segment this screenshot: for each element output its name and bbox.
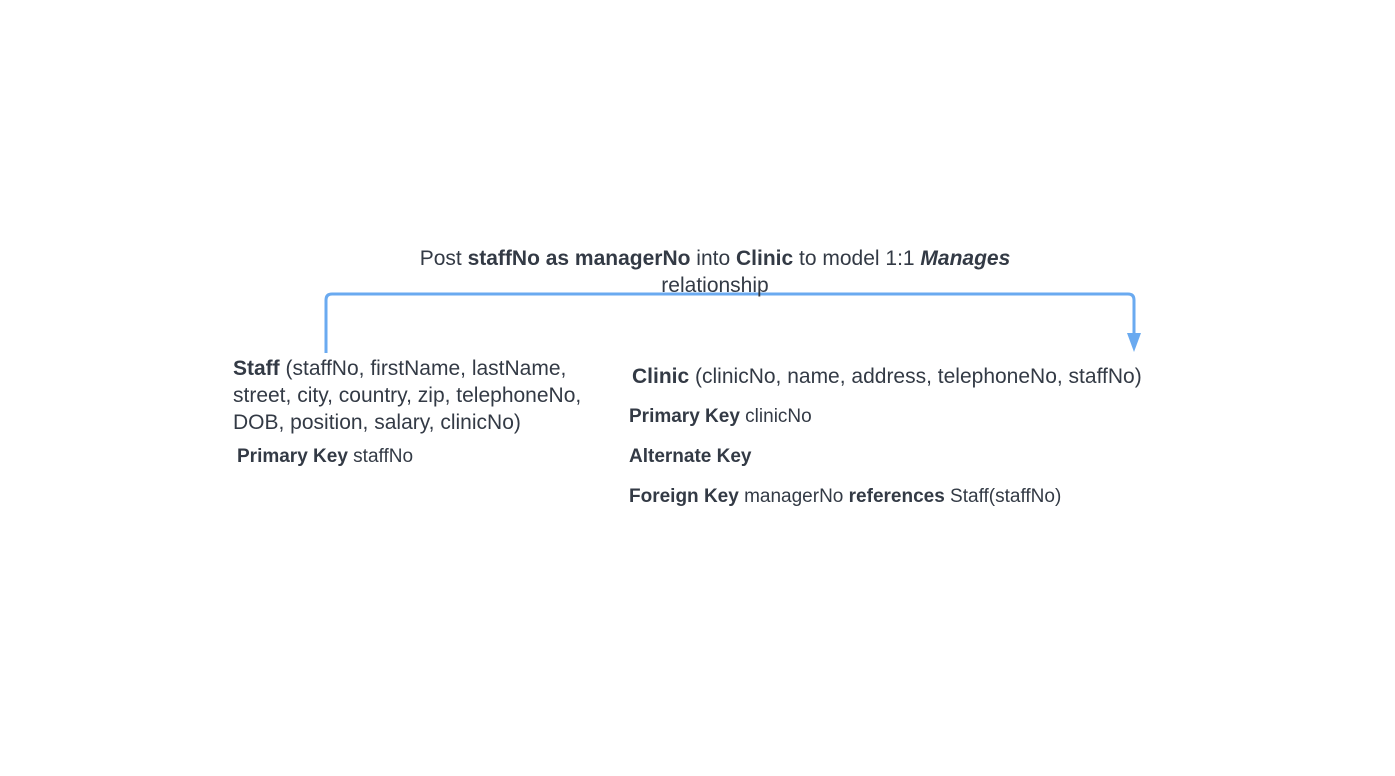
- staff-primary-key-value: staffNo: [347, 446, 414, 467]
- staff-primary-key: Primary Key staffNo: [237, 445, 413, 469]
- caption-text-1: Post: [419, 247, 468, 270]
- clinic-foreign-key: Foreign Key managerNo references Staff(s…: [629, 485, 1061, 509]
- clinic-foreign-key-label: Foreign Key: [629, 486, 739, 507]
- staff-relation: Staff (staffNo, firstName, lastName, str…: [233, 355, 613, 436]
- arrowhead-icon: [1127, 333, 1141, 352]
- clinic-primary-key-label: Primary Key: [629, 406, 740, 427]
- clinic-relation: Clinic (clinicNo, name, address, telepho…: [632, 363, 1232, 390]
- staff-attributes: (staffNo, firstName, lastName, street, c…: [233, 357, 582, 434]
- clinic-attributes: (clinicNo, name, address, telephoneNo, s…: [689, 365, 1142, 388]
- caption-bold-2: Clinic: [735, 247, 794, 270]
- caption-text-3: to model 1:1: [793, 247, 921, 270]
- clinic-alternate-key: Alternate Key: [629, 445, 752, 469]
- clinic-foreign-key-value: managerNo: [738, 486, 849, 507]
- caption-text-4: relationship: [661, 274, 769, 297]
- clinic-references-label: references: [848, 486, 945, 507]
- staff-entity-name: Staff: [233, 357, 280, 380]
- caption-relationship-name: Manages: [920, 247, 1011, 270]
- clinic-primary-key: Primary Key clinicNo: [629, 405, 812, 429]
- clinic-alternate-key-label: Alternate Key: [629, 446, 752, 467]
- relationship-caption: Post staffNo as managerNo into Clinic to…: [395, 245, 1035, 299]
- clinic-entity-name: Clinic: [632, 365, 690, 388]
- caption-text-2: into: [690, 247, 736, 270]
- staff-primary-key-label: Primary Key: [237, 446, 348, 467]
- clinic-references-value: Staff(staffNo): [944, 486, 1062, 507]
- connector-line: [324, 292, 1136, 353]
- caption-bold-1: staffNo as managerNo: [467, 247, 691, 270]
- clinic-primary-key-value: clinicNo: [739, 406, 812, 427]
